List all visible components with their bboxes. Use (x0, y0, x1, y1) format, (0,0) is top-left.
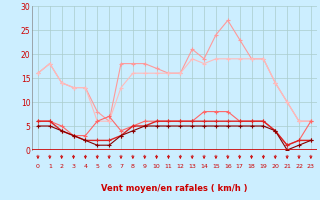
X-axis label: Vent moyen/en rafales ( km/h ): Vent moyen/en rafales ( km/h ) (101, 184, 248, 193)
